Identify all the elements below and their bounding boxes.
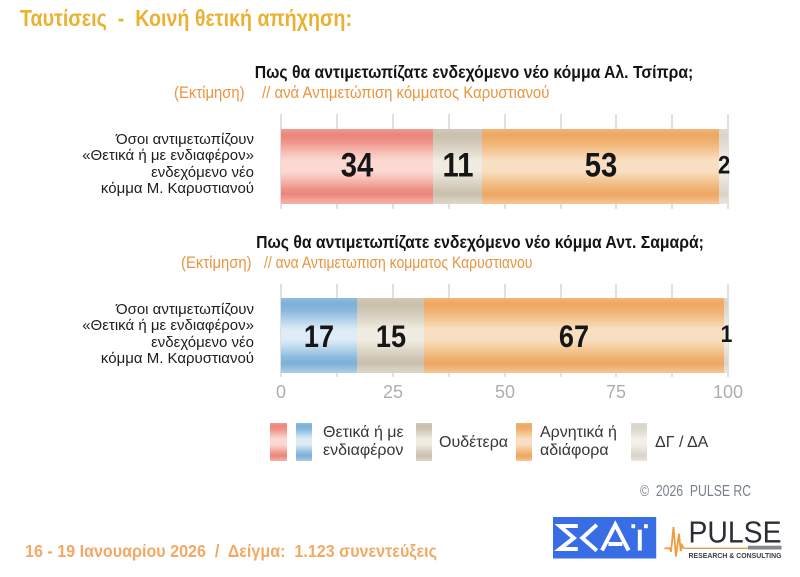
svg-text:RESEARCH & CONSULTING: RESEARCH & CONSULTING <box>689 551 782 560</box>
svg-text:PULSE: PULSE <box>689 516 782 550</box>
